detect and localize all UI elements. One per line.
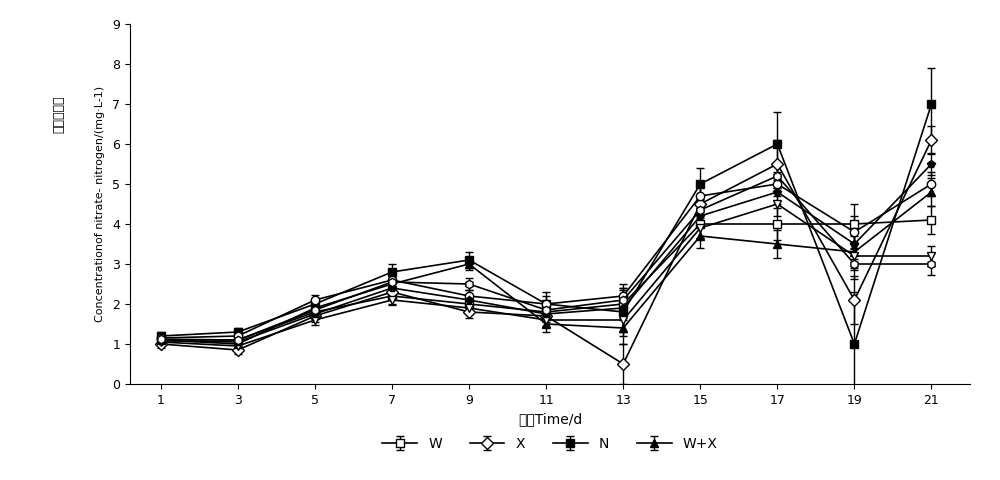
Y-axis label: Concentrationof nitrate- nitrogen/(mg·L-1): Concentrationof nitrate- nitrogen/(mg·L-…	[95, 86, 105, 322]
Legend: W, X, N, W+X: W, X, N, W+X	[377, 431, 723, 456]
Text: 硬酸氮浓度: 硬酸氮浓度	[52, 95, 65, 133]
X-axis label: 时间Time/d: 时间Time/d	[518, 412, 582, 426]
